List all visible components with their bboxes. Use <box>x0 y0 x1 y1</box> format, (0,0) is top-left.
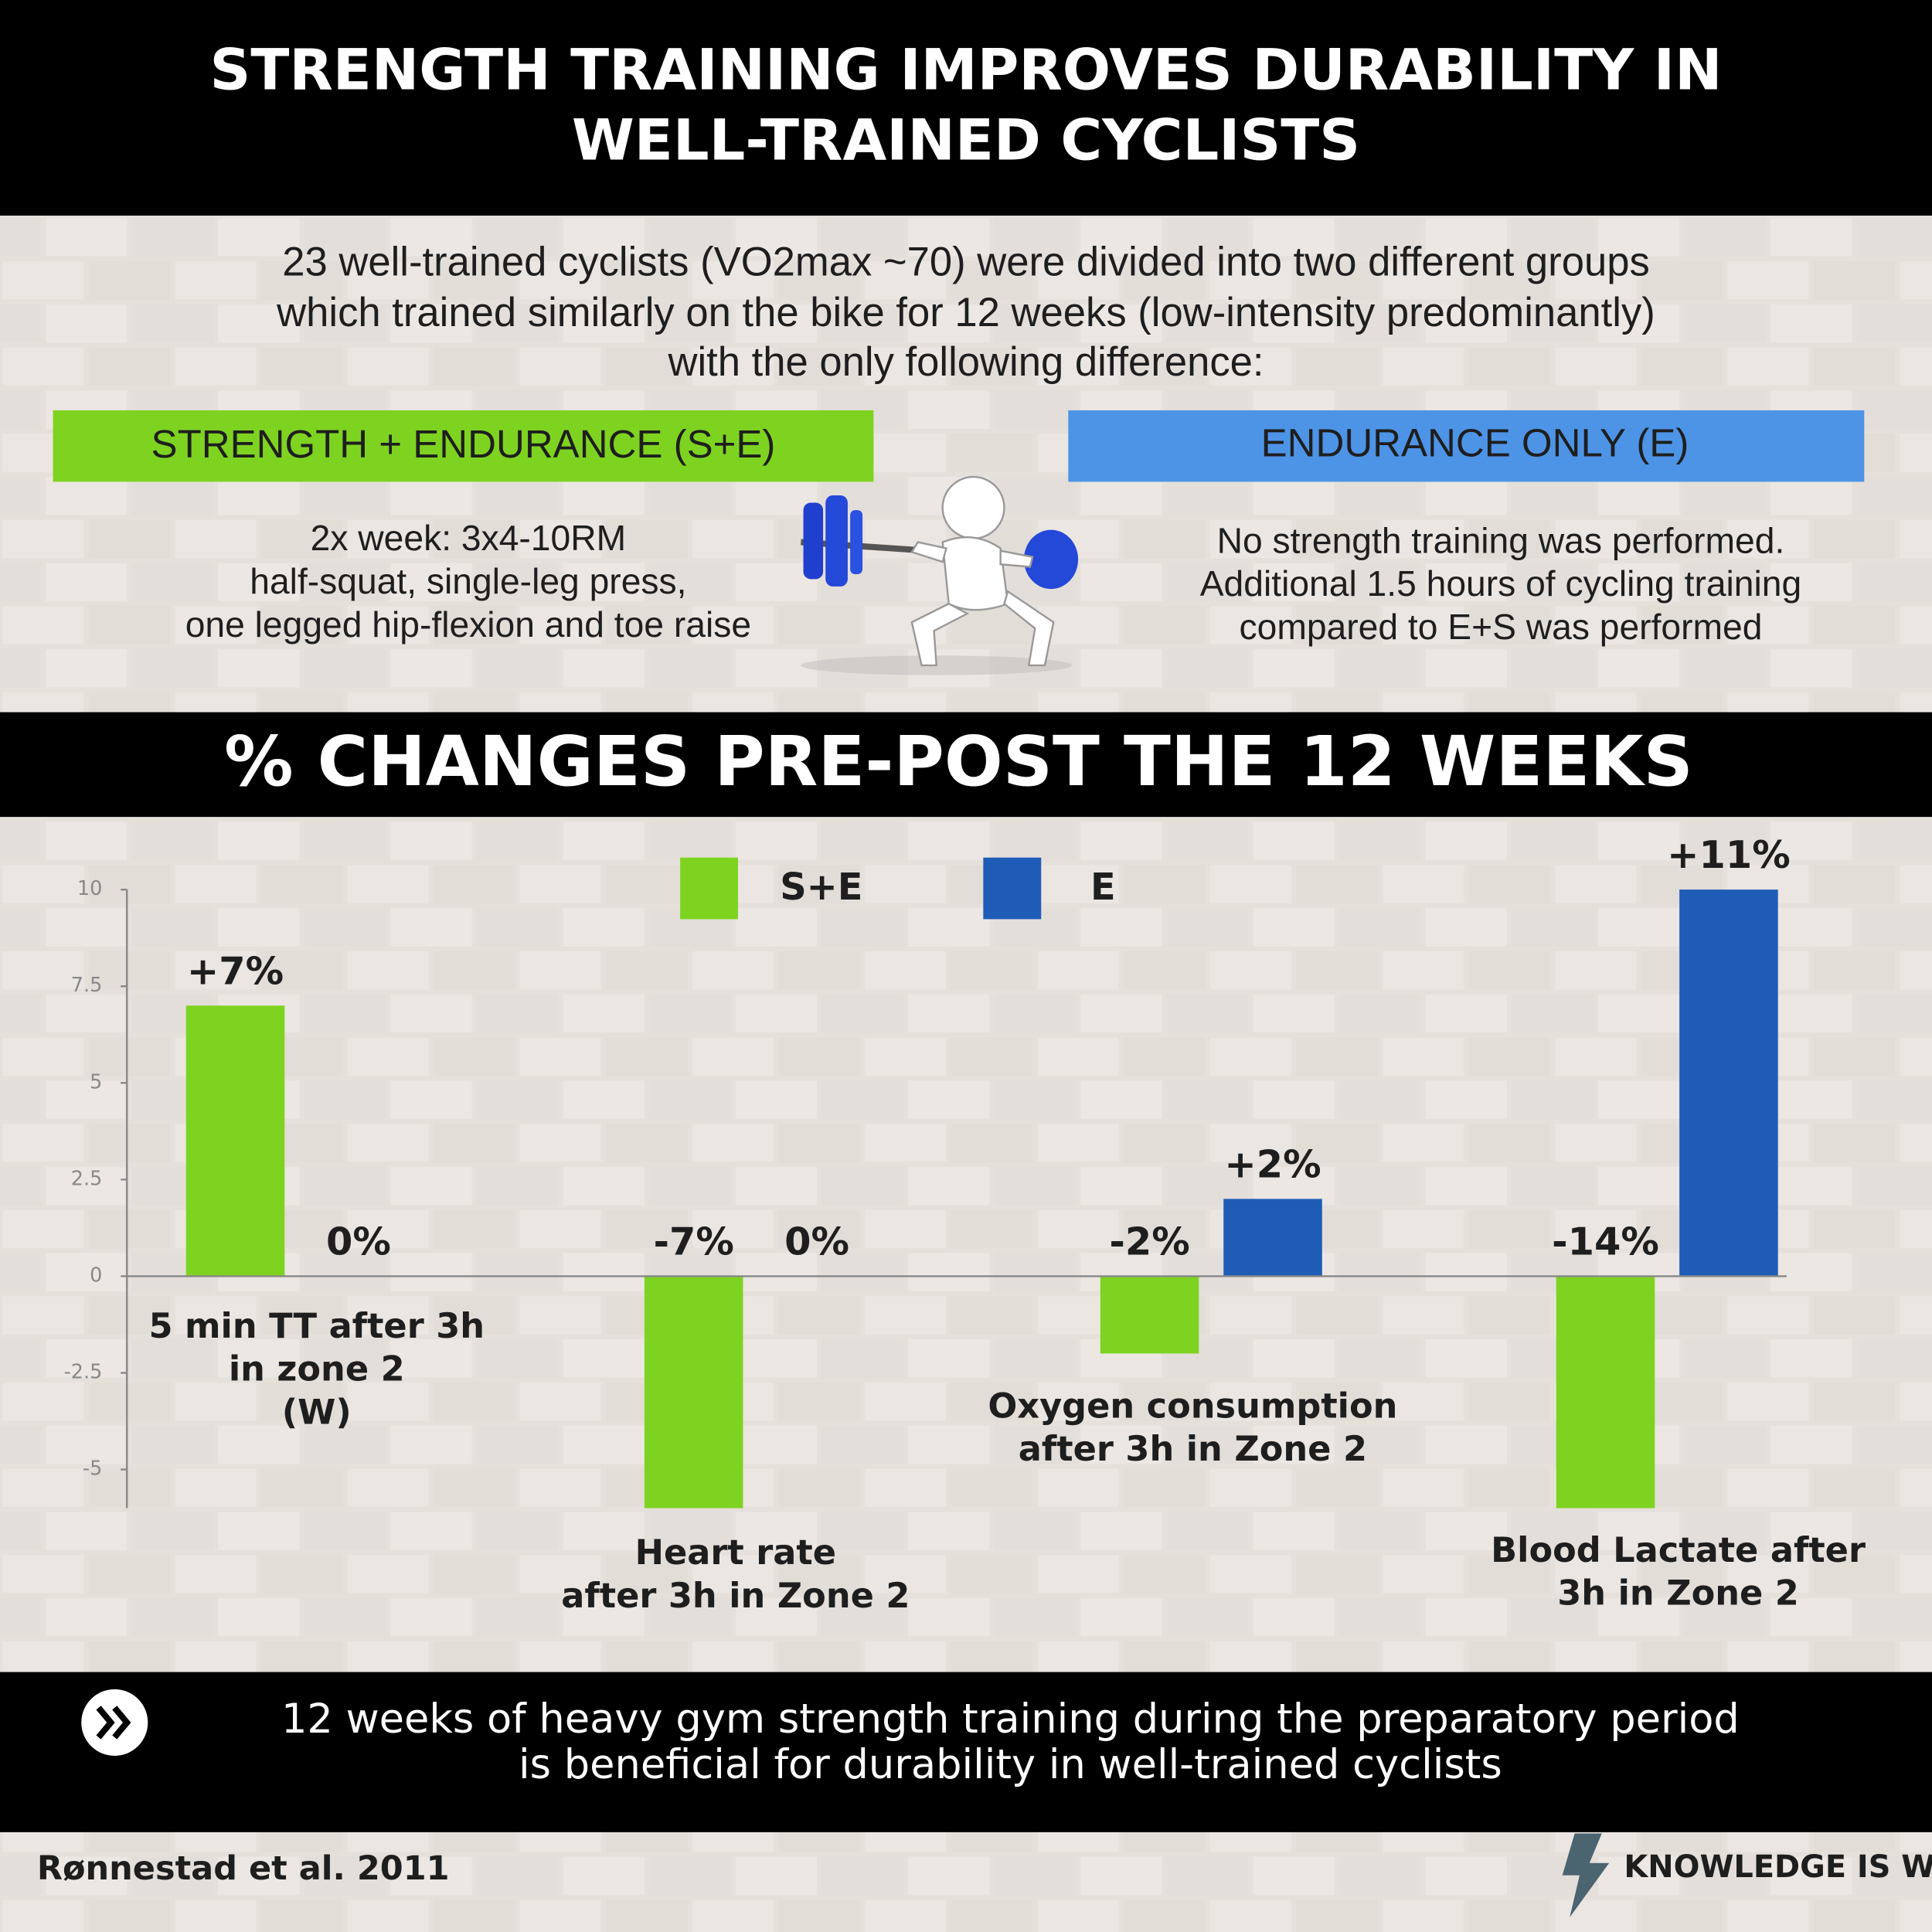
group-description: No strength training was performed. <box>1217 520 1785 560</box>
bar <box>1679 889 1778 1277</box>
group-description: one legged hip-flexion and toe raise <box>185 604 751 645</box>
x-tick-label: after 3h in Zone 2 <box>1019 1429 1367 1469</box>
bar <box>1556 1276 1655 1509</box>
y-tick-label: 7.5 <box>71 974 103 997</box>
title-line: STRENGTH TRAINING IMPROVES DURABILITY IN <box>210 38 1723 104</box>
value-label: +2% <box>1224 1141 1321 1186</box>
group-badge <box>1068 410 1865 482</box>
y-tick-label: 5 <box>90 1070 102 1094</box>
y-tick-label: 2.5 <box>71 1167 103 1190</box>
conclusion-icon-arrows <box>96 1706 131 1740</box>
legend-swatch <box>983 857 1042 920</box>
group-description: half-squat, single-leg press, <box>250 561 686 601</box>
x-tick-label: in zone 2 <box>229 1349 405 1389</box>
y-tick-label: 10 <box>77 877 102 900</box>
x-tick-label: Heart rate <box>635 1532 836 1573</box>
x-tick-label: 3h in Zone 2 <box>1557 1573 1799 1614</box>
value-label: -7% <box>653 1219 733 1264</box>
value-label: 0% <box>326 1219 391 1264</box>
y-tick-label: 0 <box>90 1264 102 1287</box>
chart-title: % CHANGES PRE-POST THE 12 WEEKS <box>224 722 1693 802</box>
bar <box>1223 1199 1322 1277</box>
x-tick-label: 5 min TT after 3h <box>148 1306 485 1346</box>
value-label: +11% <box>1667 832 1791 877</box>
group-label: STRENGTH + ENDURANCE (S+E) <box>151 422 776 466</box>
value-label: -14% <box>1552 1219 1659 1264</box>
group-description: compared to E+S was performed <box>1240 607 1763 647</box>
x-tick-label: Oxygen consumption <box>988 1386 1397 1426</box>
x-tick-label: Blood Lactate after <box>1491 1530 1866 1570</box>
group-description: Additional 1.5 hours of cycling training <box>1200 563 1801 604</box>
bar <box>185 1005 285 1277</box>
legend-label: S+E <box>780 866 862 909</box>
conclusion-band <box>0 1672 1932 1832</box>
title-line: WELL-TRAINED CYCLISTS <box>572 108 1360 174</box>
title-band <box>0 0 1932 216</box>
citation: Rønnestad et al. 2011 <box>37 1849 450 1888</box>
y-tick-label: -5 <box>83 1458 102 1481</box>
x-tick-label: after 3h in Zone 2 <box>561 1576 910 1616</box>
bar <box>1100 1276 1199 1354</box>
value-label: -2% <box>1109 1219 1189 1264</box>
brand: KNOWLEDGE IS WATT <box>1624 1849 1932 1885</box>
conclusion-line: is beneficial for durability in well-tra… <box>519 1741 1502 1788</box>
legend-swatch <box>680 857 739 920</box>
value-label: 0% <box>784 1219 849 1264</box>
x-tick-label: (W) <box>282 1392 352 1432</box>
y-tick-label: -2.5 <box>64 1360 103 1383</box>
brand-logo <box>1562 1833 1610 1917</box>
intro-line: 23 well-trained cyclists (VO2max ~70) we… <box>282 240 1650 285</box>
plot-area <box>185 889 1778 1509</box>
legend-label: E <box>1090 866 1116 909</box>
group-description: 2x week: 3x4-10RM <box>311 518 626 558</box>
intro-line: which trained similarly on the bike for … <box>276 290 1655 335</box>
weightlifter-icon <box>801 475 1079 675</box>
intro-line: with the only following difference: <box>667 339 1264 385</box>
group-badge <box>53 410 874 482</box>
group-label: ENDURANCE ONLY (E) <box>1261 421 1689 465</box>
value-label: +7% <box>187 948 284 993</box>
conclusion-line: 12 weeks of heavy gym strength training … <box>281 1696 1740 1743</box>
chart-title-band <box>0 712 1932 818</box>
bar <box>644 1276 743 1509</box>
